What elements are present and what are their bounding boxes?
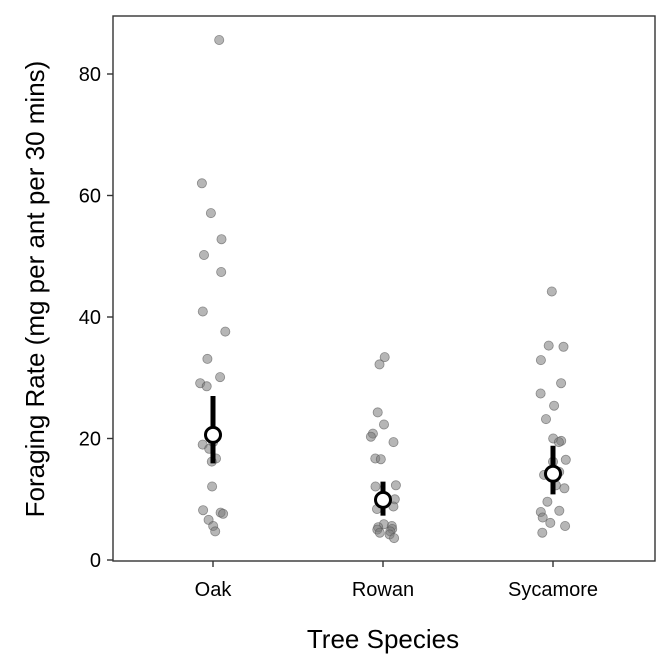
raw-data-point bbox=[365, 431, 376, 442]
plot-panel-border bbox=[112, 15, 656, 562]
summary-layer bbox=[204, 395, 562, 516]
raw-data-point bbox=[560, 521, 571, 532]
raw-data-point bbox=[560, 454, 571, 465]
raw-data-point bbox=[556, 378, 567, 389]
raw-data-point bbox=[378, 419, 389, 430]
raw-data-point bbox=[390, 480, 401, 491]
raw-data-point bbox=[549, 400, 560, 411]
raw-data-point bbox=[535, 388, 546, 399]
raw-data-point bbox=[541, 414, 552, 425]
raw-data-point bbox=[205, 208, 216, 219]
raw-data-point bbox=[537, 527, 548, 538]
y-tick-label: 0 bbox=[90, 550, 101, 572]
mean-point-rowan bbox=[374, 490, 392, 509]
x-tick-label-rowan: Rowan bbox=[352, 579, 414, 601]
raw-data-point bbox=[535, 355, 546, 366]
raw-data-point bbox=[374, 359, 385, 370]
raw-data-point bbox=[216, 266, 227, 277]
raw-data-point bbox=[379, 352, 390, 363]
raw-data-point bbox=[197, 306, 208, 317]
raw-data-point bbox=[545, 517, 556, 528]
raw-data-point bbox=[220, 326, 231, 337]
mean-point-sycamore bbox=[544, 464, 562, 483]
raw-data-point bbox=[218, 508, 229, 519]
y-tick-label: 60 bbox=[79, 186, 101, 208]
y-tick-label: 80 bbox=[79, 64, 101, 86]
raw-data-point bbox=[559, 483, 570, 494]
raw-data-point bbox=[374, 527, 385, 538]
y-tick-label: 20 bbox=[79, 429, 101, 451]
raw-data-point bbox=[214, 35, 225, 46]
x-tick-label-oak: Oak bbox=[195, 579, 233, 601]
y-axis-title: Foraging Rate (mg per ant per 30 mins) bbox=[20, 61, 50, 518]
raw-data-point bbox=[372, 407, 383, 418]
x-axis: Oak Rowan Sycamore bbox=[195, 561, 598, 601]
raw-data-point bbox=[370, 481, 381, 492]
x-axis-title: Tree Species bbox=[307, 624, 459, 654]
raw-data-point bbox=[202, 353, 213, 364]
raw-data-point bbox=[216, 234, 227, 245]
raw-data-point bbox=[207, 481, 218, 492]
raw-data-point bbox=[537, 512, 548, 523]
raw-points-layer bbox=[195, 35, 571, 544]
raw-data-point bbox=[389, 533, 400, 544]
raw-data-point bbox=[198, 249, 209, 260]
mean-point-oak bbox=[204, 425, 222, 444]
y-axis: 0 20 40 60 80 bbox=[79, 64, 113, 572]
raw-data-point bbox=[215, 372, 226, 383]
raw-data-point bbox=[542, 496, 553, 507]
raw-data-point bbox=[196, 178, 207, 189]
raw-data-point bbox=[546, 286, 557, 297]
raw-data-point bbox=[210, 526, 221, 537]
raw-data-point bbox=[553, 437, 564, 448]
raw-data-point bbox=[388, 437, 399, 448]
raw-data-point bbox=[198, 505, 209, 516]
raw-data-point bbox=[375, 454, 386, 465]
raw-data-point bbox=[558, 341, 569, 352]
x-tick-label-sycamore: Sycamore bbox=[508, 579, 598, 601]
y-tick-label: 40 bbox=[79, 307, 101, 329]
raw-data-point bbox=[201, 381, 212, 392]
raw-data-point bbox=[543, 340, 554, 351]
raw-data-point bbox=[554, 505, 565, 516]
